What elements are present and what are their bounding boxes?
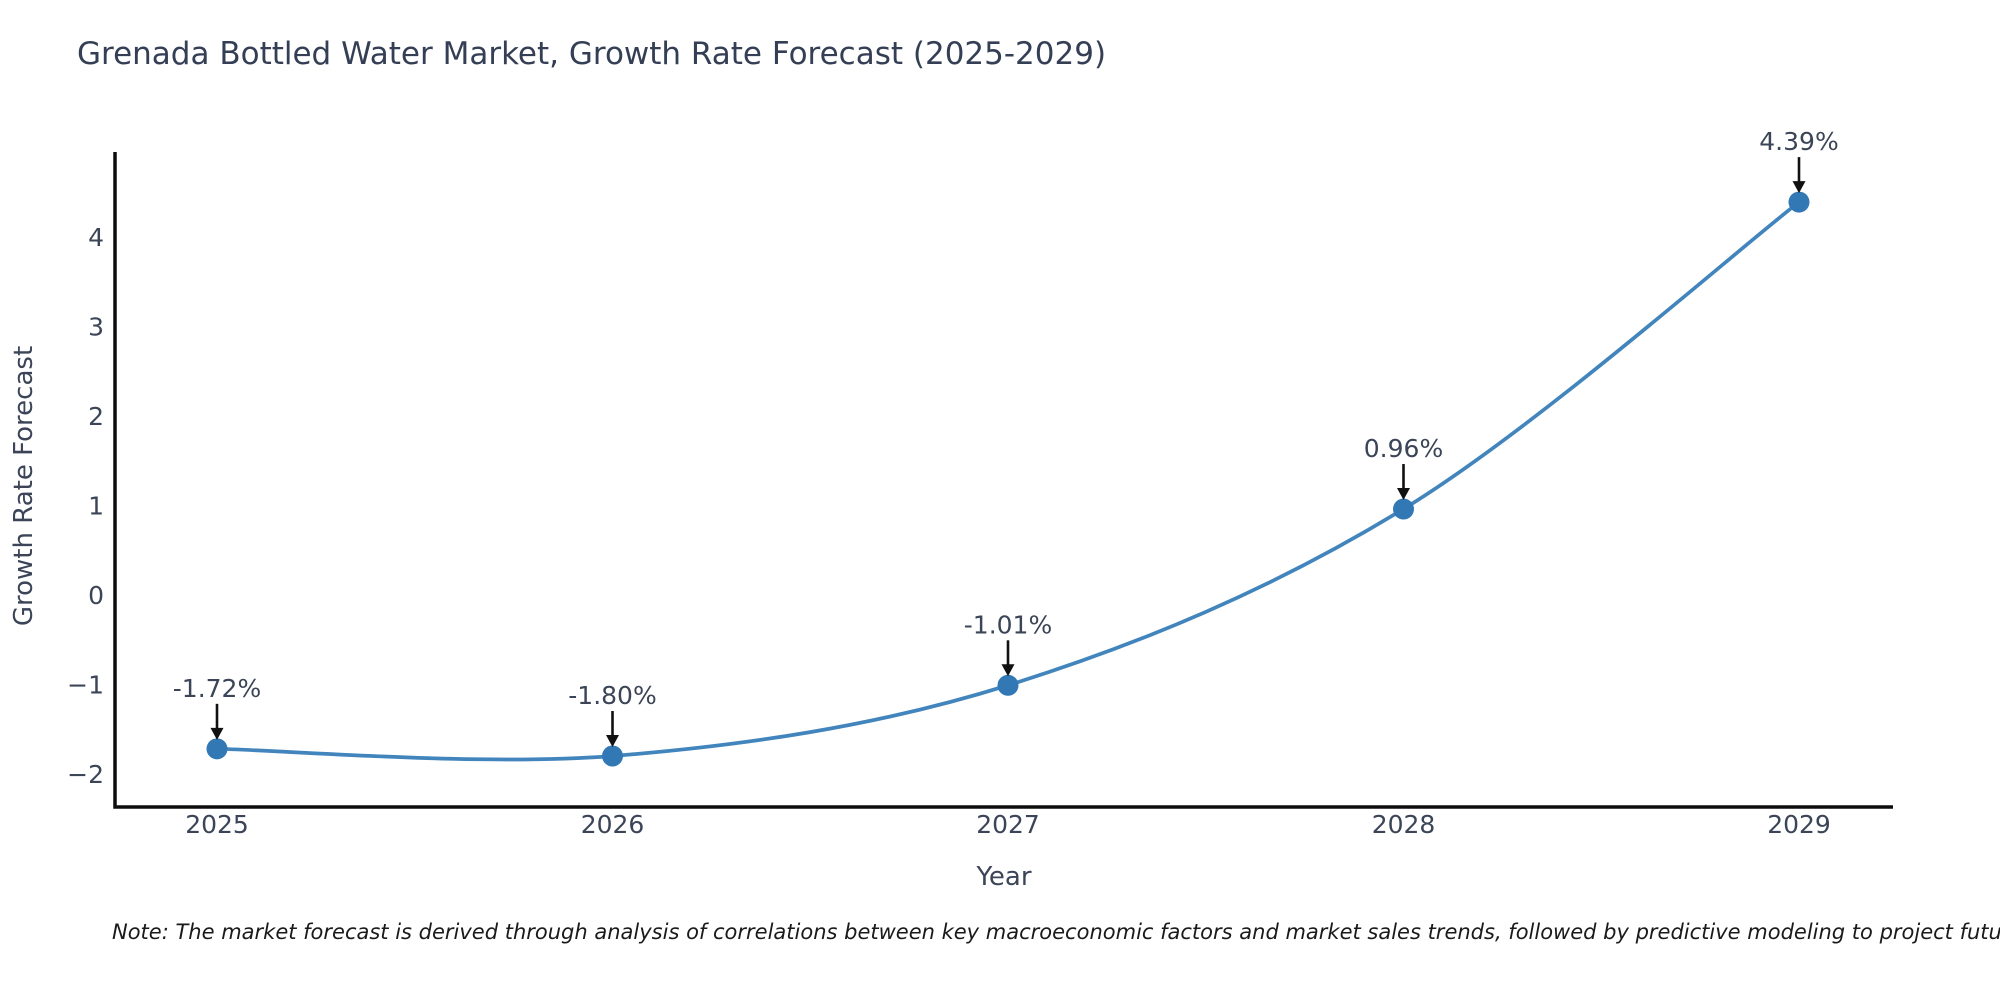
y-tick-label: −2 <box>67 760 104 789</box>
data-point-label: 0.96% <box>1364 434 1443 463</box>
chart-title: Grenada Bottled Water Market, Growth Rat… <box>77 36 1107 72</box>
data-point-label: -1.80% <box>568 681 656 710</box>
annotation-arrowhead <box>1792 181 1806 194</box>
data-point-label: -1.01% <box>964 610 1052 639</box>
y-tick-label: 1 <box>88 491 104 520</box>
data-point-label: -1.72% <box>173 674 261 703</box>
y-tick-label: 2 <box>88 402 104 431</box>
data-point-marker <box>206 738 228 760</box>
data-point-marker <box>997 674 1019 696</box>
footnote: Note: The market forecast is derived thr… <box>112 920 2000 944</box>
annotation-arrowhead <box>210 727 224 740</box>
x-tick-label: 2026 <box>581 810 645 839</box>
annotation-arrowhead <box>1001 664 1015 677</box>
y-tick-label: −1 <box>67 670 104 699</box>
annotation-arrowhead <box>1397 488 1410 501</box>
x-tick-label: 2027 <box>976 810 1040 839</box>
data-point-marker <box>602 745 623 767</box>
data-point-marker <box>1788 191 1810 213</box>
data-point-label: 4.39% <box>1759 127 1838 156</box>
x-tick-label: 2028 <box>1372 810 1436 839</box>
annotation-arrowhead <box>606 734 619 747</box>
x-tick-label: 2025 <box>185 810 249 839</box>
axis-spines <box>113 152 1893 809</box>
y-tick-label: 3 <box>88 312 104 341</box>
y-tick-label: 4 <box>88 223 104 252</box>
data-point-marker <box>1393 498 1414 520</box>
y-tick-label: 0 <box>88 581 104 610</box>
x-tick-label: 2029 <box>1767 810 1831 839</box>
x-axis-title: Year <box>976 862 1032 892</box>
